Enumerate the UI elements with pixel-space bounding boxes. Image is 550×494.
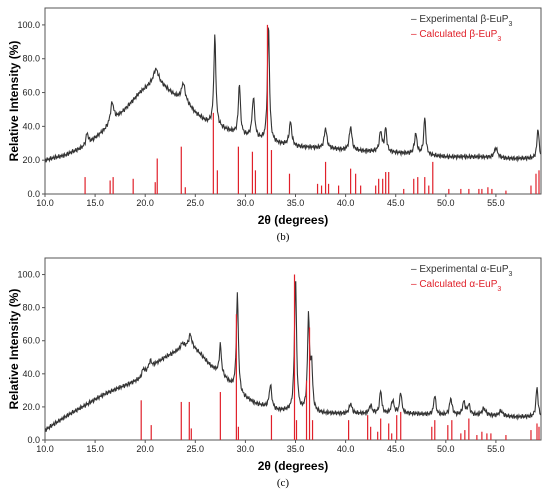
chart-panel-0: 10.0 15.0 20.0 25.0 30.0 35.0 40.0 45.0 50.0 55.0… <box>7 7 542 243</box>
y-tick-label: 80.0 <box>22 54 40 64</box>
x-tick-label: 55.0 <box>487 444 505 454</box>
y-tick-label: 0.0 <box>27 189 40 199</box>
x-tick-label: 10.0 <box>36 444 54 454</box>
y-tick-label: 60.0 <box>22 88 40 98</box>
x-tick-label: 45.0 <box>387 444 405 454</box>
experimental-pattern-line <box>45 281 541 432</box>
x-tick-label: 45.0 <box>387 198 405 208</box>
x-tick-label: 35.0 <box>287 444 305 454</box>
x-tick-label: 35.0 <box>287 198 305 208</box>
legend-entry: – Calculated β-EuP3 <box>411 29 501 43</box>
y-tick-label: 60.0 <box>22 336 40 346</box>
x-tick-label: 40.0 <box>337 198 355 208</box>
panel-caption: (c) <box>277 477 290 489</box>
x-tick-label: 20.0 <box>136 444 154 454</box>
x-tick-label: 20.0 <box>136 198 154 208</box>
x-tick-label: 15.0 <box>86 198 104 208</box>
x-tick-label: 50.0 <box>437 444 455 454</box>
plot-frame <box>44 7 542 195</box>
x-tick-label: 15.0 <box>86 444 104 454</box>
y-tick-label: 20.0 <box>22 155 40 165</box>
experimental-pattern-line <box>45 27 541 163</box>
y-tick-label: 100.0 <box>17 270 40 280</box>
y-tick-label: 20.0 <box>22 402 40 412</box>
panel-caption: (b) <box>277 231 290 243</box>
x-tick-label: 55.0 <box>487 198 505 208</box>
legend-entry: – Experimental β-EuP3 <box>411 14 512 28</box>
y-axis-title: Relative Intensity (%) <box>7 41 21 162</box>
y-tick-label: 40.0 <box>22 121 40 131</box>
x-tick-label: 30.0 <box>237 444 255 454</box>
plot-frame <box>44 257 542 441</box>
x-axis-title: 2θ (degrees) <box>258 213 329 227</box>
y-axis-title: Relative Intensity (%) <box>7 289 21 410</box>
x-tick-label: 10.0 <box>36 198 54 208</box>
y-tick-label: 80.0 <box>22 303 40 313</box>
y-tick-label: 40.0 <box>22 369 40 379</box>
x-tick-label: 25.0 <box>187 198 205 208</box>
y-tick-label: 100.0 <box>17 20 40 30</box>
x-tick-label: 40.0 <box>337 444 355 454</box>
y-tick-label: 0.0 <box>27 435 40 445</box>
x-axis-title: 2θ (degrees) <box>258 459 329 473</box>
x-tick-label: 30.0 <box>237 198 255 208</box>
legend-entry: – Experimental α-EuP3 <box>411 264 513 278</box>
legend-entry: – Calculated α-EuP3 <box>411 279 501 293</box>
x-tick-label: 50.0 <box>437 198 455 208</box>
x-tick-label: 25.0 <box>187 444 205 454</box>
chart-panel-1: 10.0 15.0 20.0 25.0 30.0 35.0 40.0 45.0 50.0 55.0… <box>7 257 542 489</box>
